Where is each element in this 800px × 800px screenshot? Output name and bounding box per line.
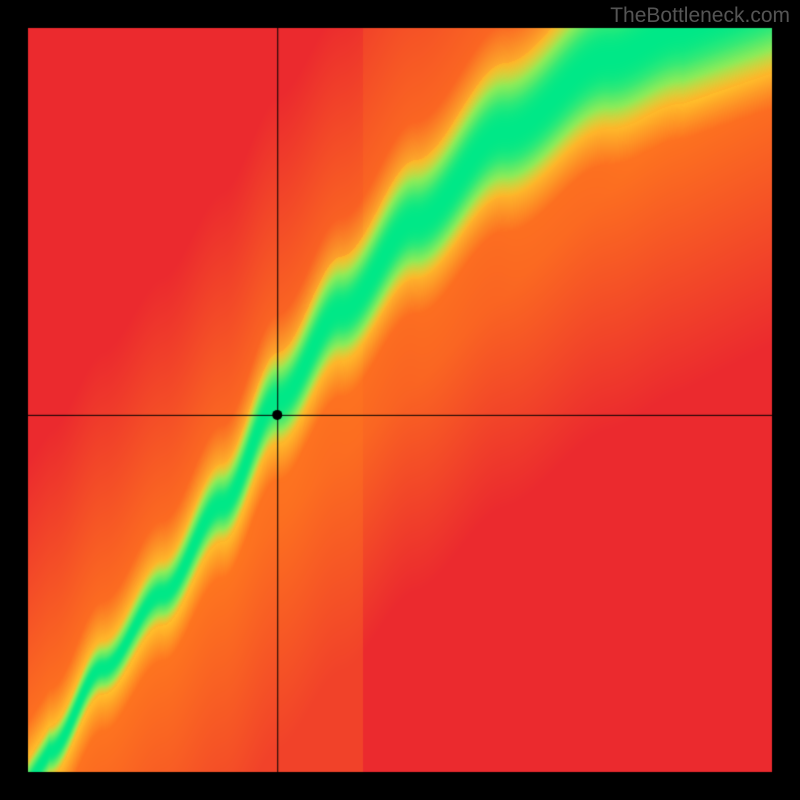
watermark-text: TheBottleneck.com (610, 4, 790, 28)
bottleneck-heatmap-chart: TheBottleneck.com (0, 0, 800, 800)
heatmap-canvas (0, 0, 800, 800)
